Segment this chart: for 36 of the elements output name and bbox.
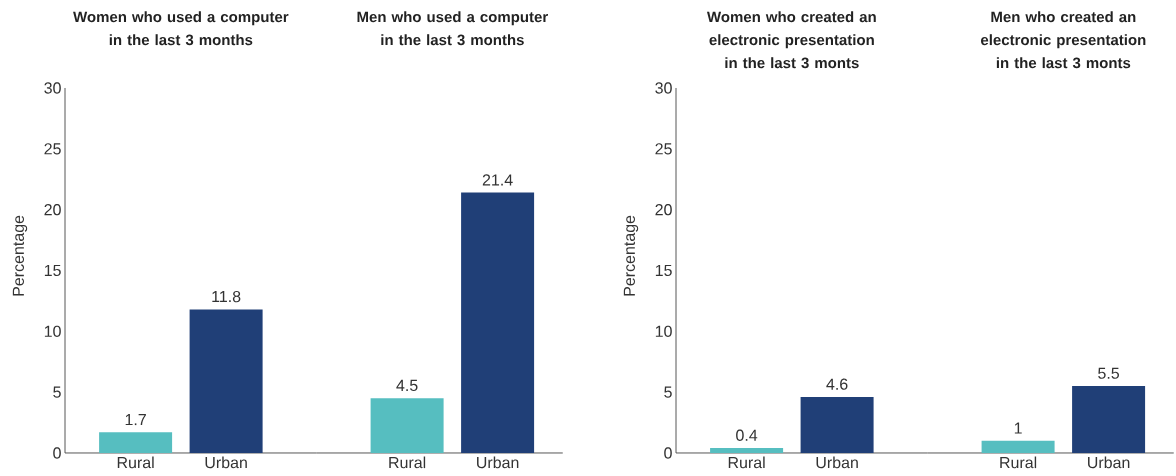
x-tick-label: Rural [1000, 456, 1037, 469]
x-tick-label: Urban [1088, 456, 1130, 469]
y-axis-title: Percentage [623, 215, 639, 296]
y-tick-label: 0 [664, 447, 672, 459]
x-tick-label: Urban [816, 456, 858, 469]
y-tick-label: 15 [44, 264, 61, 277]
y-tick-label: 15 [655, 264, 672, 277]
y-tick-label: 30 [44, 82, 61, 94]
chart-title: Women who created an electronic presentation in the last 3 monts [706, 11, 876, 69]
chart-title: Men who created an electronic presentation in the last 3 monts [980, 11, 1146, 69]
chart-title: Women who used a computer in the last 3 months [73, 11, 289, 46]
x-tick-label: Rural [389, 456, 426, 469]
data-label: 1.7 [125, 414, 146, 426]
y-tick-label: 10 [655, 325, 672, 337]
y-tick-label: 5 [53, 386, 61, 398]
y-tick-label: 0 [53, 447, 61, 459]
y-tick-label: 20 [655, 204, 672, 216]
data-label: 21.4 [482, 174, 513, 186]
y-tick-label: 25 [655, 143, 672, 155]
y-tick-label: 30 [655, 82, 672, 94]
x-tick-label: Rural [728, 456, 765, 469]
y-axis-title: Percentage [12, 215, 28, 296]
y-tick-label: 20 [44, 204, 61, 216]
x-tick-label: Urban [477, 456, 519, 469]
x-tick-label: Urban [205, 456, 247, 469]
data-label: 0.4 [736, 429, 758, 441]
y-tick-label: 25 [44, 143, 61, 155]
chart-title: Men who used a computer in the last 3 months [357, 11, 548, 46]
data-label: 5.5 [1098, 367, 1120, 379]
y-tick-label: 10 [44, 325, 61, 337]
x-tick-label: Rural [117, 456, 154, 469]
data-label: 4.6 [826, 378, 848, 390]
data-label: 1 [1014, 422, 1022, 434]
data-label: 11.8 [212, 290, 241, 303]
data-label: 4.5 [396, 379, 418, 392]
y-tick-label: 5 [664, 386, 672, 398]
